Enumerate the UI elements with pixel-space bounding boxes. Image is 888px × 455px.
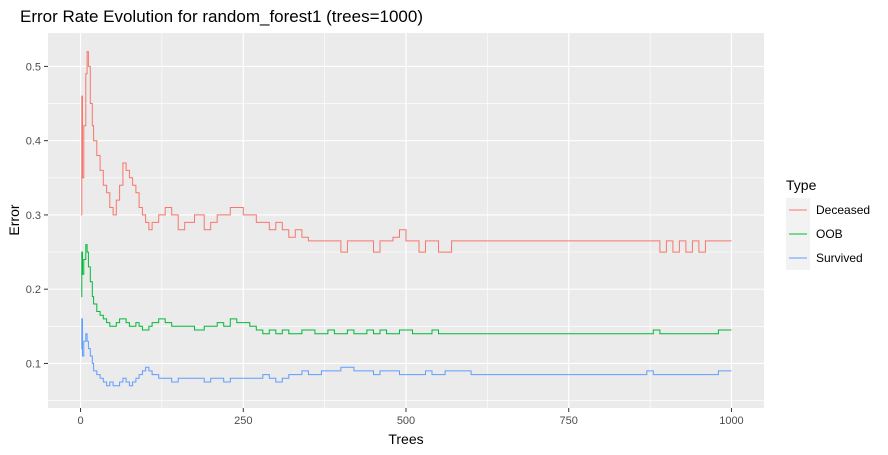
y-tick-label: 0.4 (26, 136, 41, 148)
x-axis-ticks: 0 250 500 750 1000 (77, 408, 744, 427)
y-tick-label: 0.1 (26, 358, 41, 370)
major-gridlines (48, 33, 764, 408)
legend-label-deceased: Deceased (816, 203, 870, 217)
x-tick-label: 1000 (719, 415, 743, 427)
y-tick-label: 0.3 (26, 210, 41, 222)
y-tick-label: 0.2 (26, 284, 41, 296)
legend-title: Type (786, 177, 817, 193)
y-axis-title: Error (6, 204, 22, 235)
x-tick-label: 0 (77, 415, 83, 427)
legend: Type Deceased OOB Survived (786, 177, 870, 270)
series-line-deceased (81, 51, 732, 253)
y-tick-label: 0.5 (26, 61, 41, 73)
chart-title: Error Rate Evolution for random_forest1 … (20, 7, 423, 26)
x-tick-label: 750 (560, 415, 578, 427)
y-axis-ticks: 0.1 0.2 0.3 0.4 0.5 (26, 61, 48, 370)
legend-label-survived: Survived (816, 251, 863, 265)
legend-label-oob: OOB (816, 227, 843, 241)
x-tick-label: 250 (234, 415, 252, 427)
x-tick-label: 500 (397, 415, 415, 427)
series-lines (81, 51, 732, 387)
series-line-oob (81, 244, 732, 335)
x-axis-title: Trees (388, 431, 423, 447)
series-line-survived (81, 318, 732, 387)
